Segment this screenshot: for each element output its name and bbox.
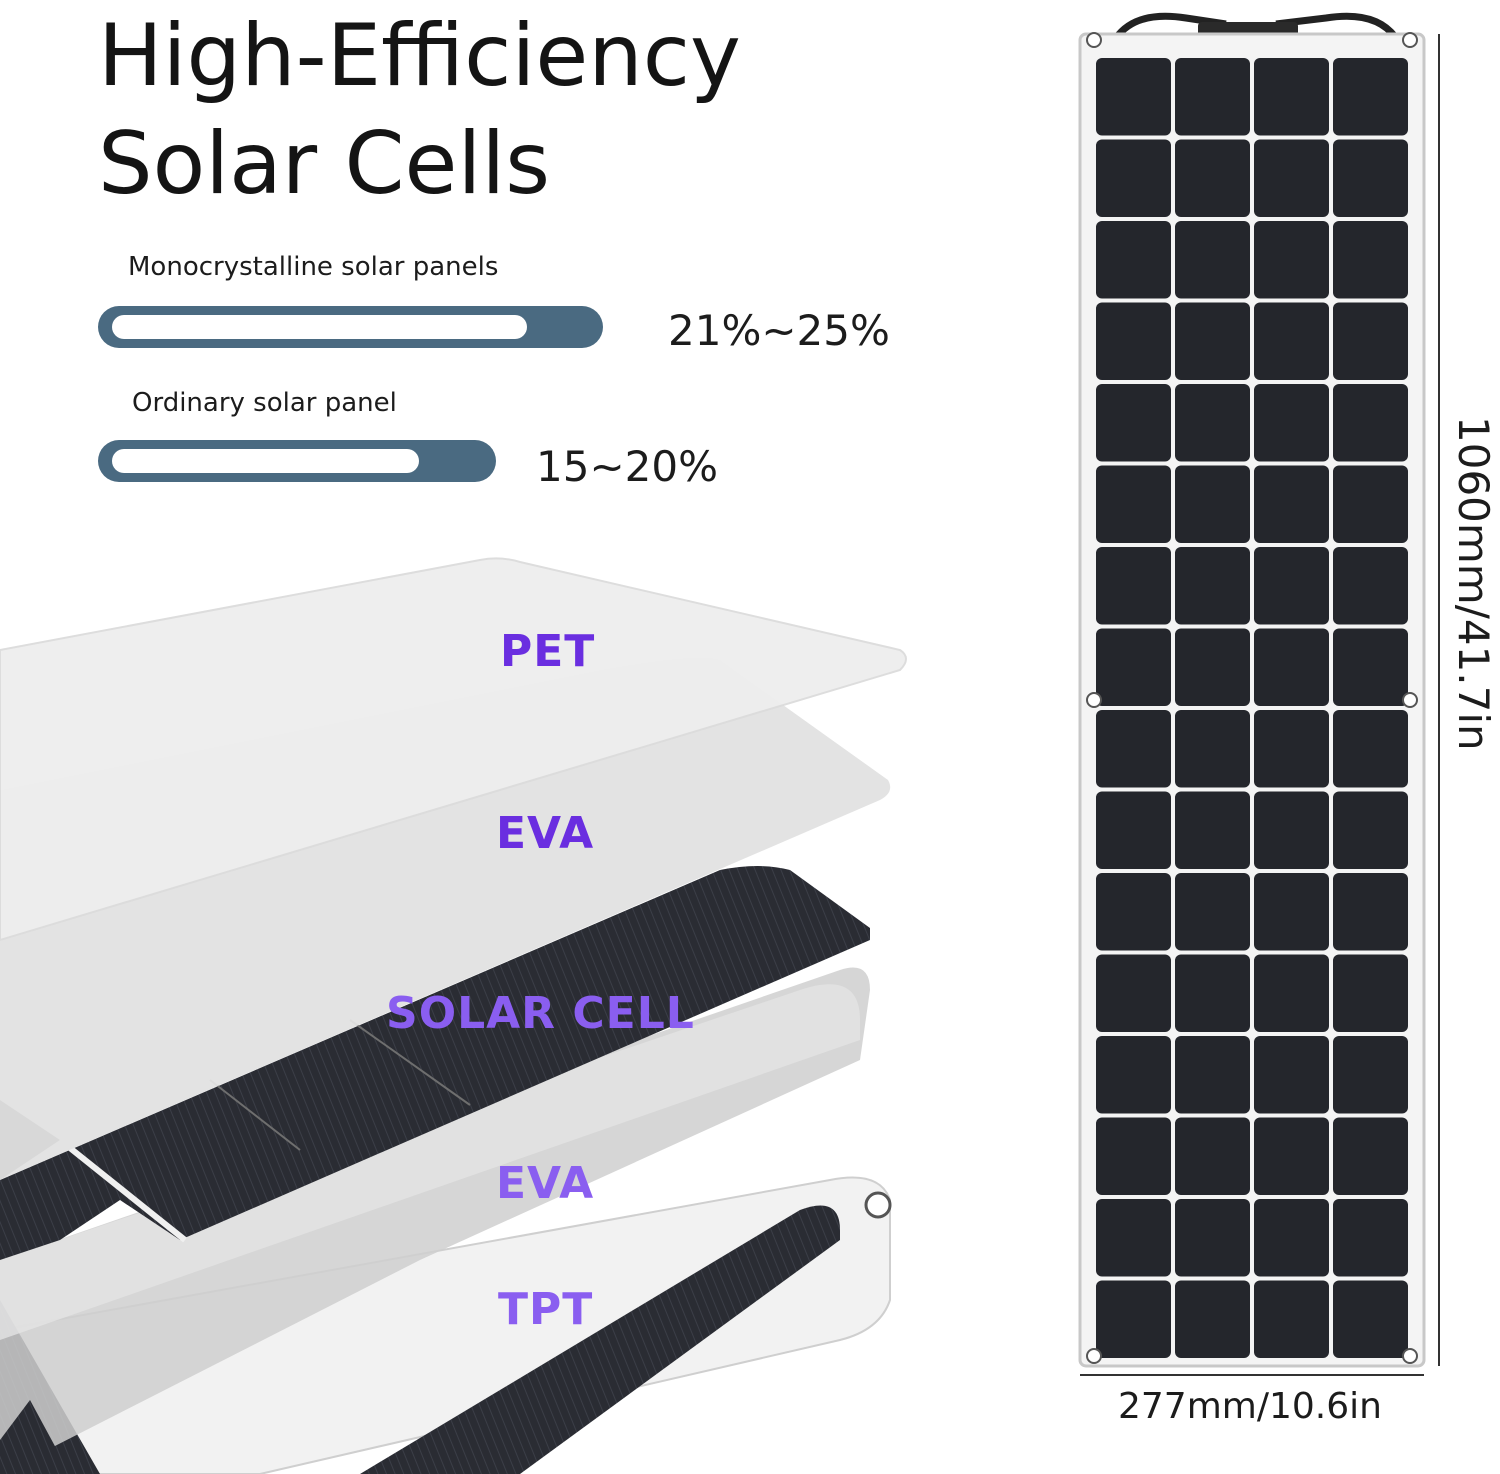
layer-label-tpt: TPT bbox=[498, 1284, 594, 1335]
panel-cell bbox=[1254, 547, 1329, 625]
panel-cell bbox=[1333, 139, 1408, 217]
panel-cell bbox=[1254, 791, 1329, 869]
panel-cell bbox=[1333, 873, 1408, 951]
panel-cell bbox=[1175, 791, 1250, 869]
panel-cell bbox=[1254, 221, 1329, 299]
panel-cell bbox=[1333, 791, 1408, 869]
mounting-hole bbox=[1402, 32, 1418, 48]
title-line-1: High-Efficiency bbox=[98, 6, 741, 106]
panel-cell bbox=[1333, 547, 1408, 625]
panel-cell bbox=[1254, 1036, 1329, 1114]
panel-cell bbox=[1175, 710, 1250, 788]
panel-cell bbox=[1254, 58, 1329, 136]
mounting-hole bbox=[1402, 692, 1418, 708]
panel-cell bbox=[1175, 465, 1250, 543]
panel-cell bbox=[1096, 221, 1171, 299]
mounting-hole bbox=[1402, 1348, 1418, 1364]
panel-cell bbox=[1175, 1199, 1250, 1277]
panel-cell bbox=[1333, 710, 1408, 788]
panel-cell bbox=[1254, 139, 1329, 217]
panel-cell bbox=[1175, 1280, 1250, 1358]
layer-label-pet: PET bbox=[500, 626, 596, 677]
panel-cell bbox=[1175, 628, 1250, 706]
ordinary-bar-label: Ordinary solar panel bbox=[132, 388, 397, 418]
width-dimension-line bbox=[1080, 1374, 1424, 1376]
panel-cell bbox=[1096, 302, 1171, 380]
eva-bottom-sheet bbox=[0, 967, 870, 1474]
panel-cell bbox=[1175, 1036, 1250, 1114]
panel-cell bbox=[1096, 710, 1171, 788]
pet-sheet bbox=[0, 557, 907, 942]
panel-cell bbox=[1333, 1117, 1408, 1195]
panel-cable-right bbox=[1275, 12, 1399, 41]
panel-cell bbox=[1096, 1199, 1171, 1277]
panel-cell bbox=[1254, 873, 1329, 951]
mounting-hole bbox=[1086, 1348, 1102, 1364]
page-title: High-Efficiency Solar Cells bbox=[98, 2, 741, 218]
panel-cell bbox=[1096, 873, 1171, 951]
height-dimension-label: 1060mm/41.7in bbox=[1449, 416, 1498, 751]
solar-panel-front-view bbox=[1078, 12, 1426, 1368]
panel-cell bbox=[1333, 954, 1408, 1032]
panel-cell bbox=[1333, 628, 1408, 706]
panel-cell bbox=[1096, 628, 1171, 706]
panel-cell bbox=[1333, 1036, 1408, 1114]
panel-cell bbox=[1096, 58, 1171, 136]
panel-cell bbox=[1333, 384, 1408, 462]
panel-cell bbox=[1175, 954, 1250, 1032]
panel-cell bbox=[1254, 1199, 1329, 1277]
panel-cell bbox=[1096, 547, 1171, 625]
panel-cell bbox=[1096, 465, 1171, 543]
panel-cell bbox=[1333, 221, 1408, 299]
panel-cell bbox=[1333, 465, 1408, 543]
layer-label-eva-top: EVA bbox=[496, 808, 595, 859]
panel-cell bbox=[1333, 302, 1408, 380]
layer-label-eva-bottom: EVA bbox=[496, 1158, 595, 1209]
panel-cell bbox=[1333, 58, 1408, 136]
panel-cell bbox=[1096, 1117, 1171, 1195]
mono-bar-label: Monocrystalline solar panels bbox=[128, 252, 499, 282]
panel-cell bbox=[1175, 547, 1250, 625]
ordinary-efficiency-bar bbox=[98, 440, 496, 482]
panel-cell bbox=[1254, 384, 1329, 462]
panel-cell bbox=[1254, 1280, 1329, 1358]
panel-cell bbox=[1096, 384, 1171, 462]
panel-cell bbox=[1175, 384, 1250, 462]
panel-cell bbox=[1254, 1117, 1329, 1195]
panel-cell bbox=[1096, 1036, 1171, 1114]
panel-cell bbox=[1254, 302, 1329, 380]
panel-cell bbox=[1175, 221, 1250, 299]
panel-cell bbox=[1254, 628, 1329, 706]
width-dimension-label: 277mm/10.6in bbox=[1118, 1386, 1382, 1427]
panel-cell bbox=[1333, 1199, 1408, 1277]
title-line-2: Solar Cells bbox=[98, 114, 551, 214]
panel-cell bbox=[1175, 873, 1250, 951]
panel-cell-grid bbox=[1096, 58, 1408, 1358]
mono-efficiency-value: 21%~25% bbox=[668, 306, 890, 355]
mono-efficiency-bar bbox=[98, 306, 603, 348]
ordinary-efficiency-value: 15~20% bbox=[536, 442, 718, 491]
mounting-hole bbox=[1086, 692, 1102, 708]
panel-cell bbox=[1333, 1280, 1408, 1358]
mounting-hole bbox=[1086, 32, 1102, 48]
panel-cell bbox=[1254, 954, 1329, 1032]
panel-cell bbox=[1175, 1117, 1250, 1195]
panel-cell bbox=[1096, 1280, 1171, 1358]
panel-cell bbox=[1096, 954, 1171, 1032]
ordinary-efficiency-fill bbox=[112, 449, 419, 473]
mono-efficiency-fill bbox=[112, 315, 527, 339]
panel-cell bbox=[1096, 791, 1171, 869]
layer-stack-illustration bbox=[0, 557, 907, 1474]
panel-cell bbox=[1254, 710, 1329, 788]
panel-cell bbox=[1096, 139, 1171, 217]
panel-cell bbox=[1175, 139, 1250, 217]
panel-cell bbox=[1175, 302, 1250, 380]
layer-label-solar-cell: SOLAR CELL bbox=[386, 988, 695, 1039]
panel-cell bbox=[1175, 58, 1250, 136]
panel-cell bbox=[1254, 465, 1329, 543]
panel-cable-left bbox=[1113, 12, 1227, 41]
height-dimension-line bbox=[1438, 34, 1440, 1366]
